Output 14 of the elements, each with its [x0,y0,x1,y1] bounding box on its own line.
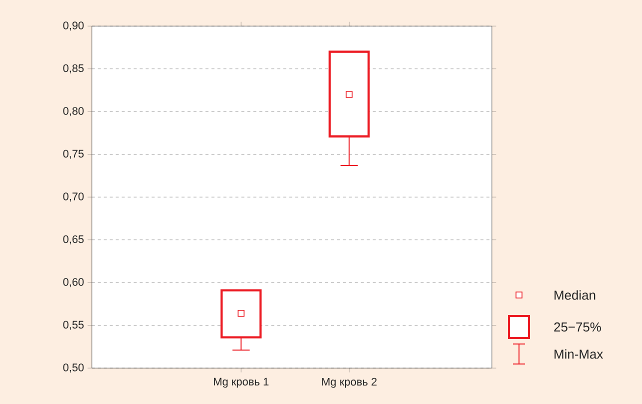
y-tick-label: 0,75 [63,150,84,159]
y-tick-label: 0,70 [63,192,84,202]
y-tick-label: 0,80 [63,107,84,116]
text: 25−75% [554,322,601,332]
text: Median [554,290,596,300]
y-tick-label: 0,60 [63,278,84,288]
y-tick-label: 0,55 [63,320,84,330]
y-tick-label: 0,50 [63,364,84,373]
y-tick-label: 0,85 [63,64,84,74]
y-tick-label: 0,90 [63,22,84,31]
y-tick-label: 0,65 [63,235,84,244]
x-tick-label: Mg кровь 2 [322,378,377,388]
text: Min-Max [554,349,604,359]
x-tick-label: Mg кровь 1 [214,378,269,388]
